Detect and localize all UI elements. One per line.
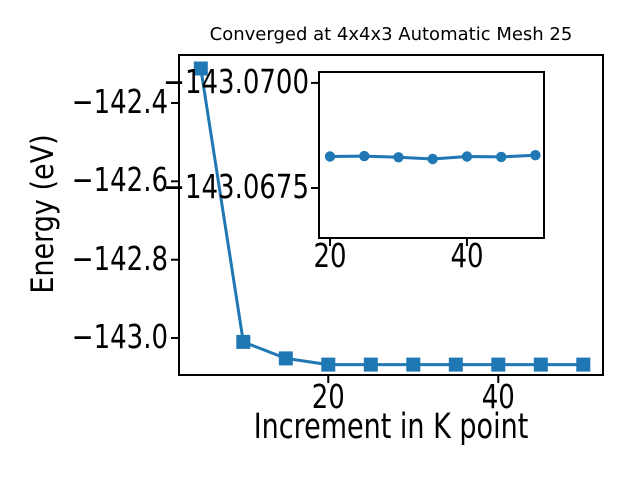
inset-series-marker	[324, 151, 336, 162]
main-series-marker	[278, 351, 293, 366]
inset-x-tick-label: 20	[313, 237, 347, 277]
inset-series-marker	[461, 151, 473, 162]
inset-y-tick-label: −143.0675	[163, 168, 309, 208]
main-y-tick-label: −142.8	[71, 240, 168, 279]
inset-series-marker	[496, 151, 507, 163]
main-series-marker	[321, 357, 336, 372]
main-series-marker	[193, 61, 208, 76]
main-series-marker	[406, 357, 421, 372]
inset-series-marker	[359, 150, 370, 162]
main-series-marker	[533, 357, 548, 372]
main-axes	[171, 54, 604, 383]
main-series-marker	[576, 357, 591, 372]
main-y-tick-label: −143.0	[71, 318, 168, 358]
y-axis-label: Energy (eV)	[25, 134, 62, 294]
main-spine	[178, 54, 604, 376]
main-y-tick-label: −142.6	[71, 162, 168, 201]
main-series-marker	[363, 357, 378, 372]
main-series-marker	[491, 357, 506, 372]
main-series-marker	[448, 357, 463, 372]
main-x-tick-label: 20	[311, 378, 345, 418]
inset-axes	[311, 71, 545, 246]
inset-y-tick-label: −143.0700	[163, 63, 309, 103]
inset-x-tick-label: 40	[450, 237, 484, 277]
main-series-marker	[236, 334, 251, 349]
inset-series-marker	[530, 150, 541, 161]
inset-series-marker	[427, 153, 438, 165]
chart-title: Converged at 4x4x3 Automatic Mesh 25	[209, 24, 573, 45]
x-axis-label: Increment in K point	[253, 407, 529, 448]
main-y-tick-label: −142.4	[71, 83, 168, 123]
main-x-tick-label: 40	[481, 378, 515, 418]
main-series-line	[199, 68, 584, 367]
inset-spine	[318, 71, 545, 239]
inset-series-marker	[393, 152, 404, 163]
